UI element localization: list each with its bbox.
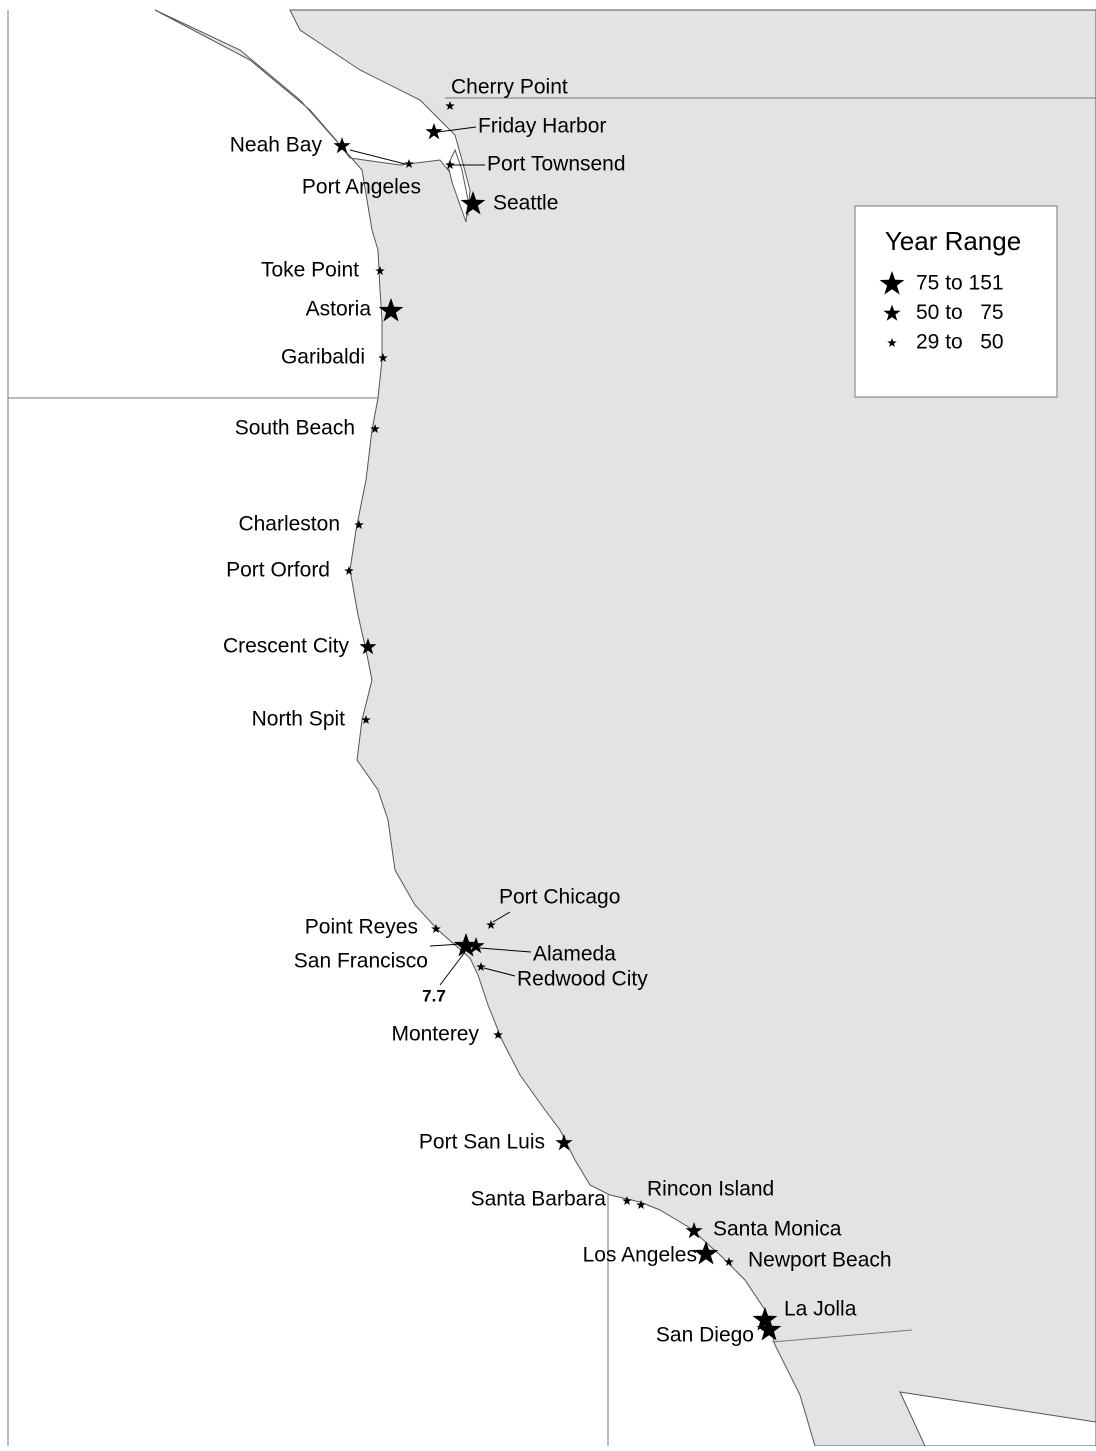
station-label: Neah Bay <box>230 134 323 157</box>
station-label: Port Angeles <box>302 176 421 199</box>
station-label: South Beach <box>235 417 355 440</box>
station-label: Charleston <box>238 513 340 536</box>
station-label: Port Townsend <box>487 153 626 176</box>
station-label: Santa Barbara <box>471 1188 607 1211</box>
station-star <box>404 159 414 168</box>
station-label: San Francisco <box>294 950 428 973</box>
leaders <box>349 126 532 986</box>
station-star <box>752 1307 778 1331</box>
station-star <box>486 920 496 929</box>
station-star <box>453 933 479 957</box>
station-label: Monterey <box>391 1023 479 1046</box>
leader <box>349 149 406 165</box>
white-triangle <box>899 1391 1096 1447</box>
station-label: Garibaldi <box>281 346 365 369</box>
legend-label: 50 to 75 <box>916 301 1004 324</box>
station-label: Port Chicago <box>499 886 620 909</box>
station-star <box>361 715 371 724</box>
leader <box>429 943 463 947</box>
station-star <box>636 1200 646 1209</box>
station-star <box>344 566 354 575</box>
station-star <box>685 1222 703 1239</box>
legend-label: 75 to 151 <box>916 272 1004 295</box>
station-label: Redwood City <box>517 968 648 991</box>
station-star <box>476 962 486 971</box>
station-label: Port Orford <box>226 559 330 582</box>
station-label: Cherry Point <box>451 76 568 99</box>
station-star <box>333 137 351 154</box>
station-label: Point Reyes <box>305 916 418 939</box>
legend-label: 29 to 50 <box>916 331 1004 354</box>
station-label: Toke Point <box>261 259 359 282</box>
station-star <box>756 1317 782 1341</box>
station-star <box>378 353 388 362</box>
station-label: Santa Monica <box>713 1218 842 1241</box>
station-label: Seattle <box>493 192 558 215</box>
station-star <box>493 1030 503 1039</box>
legend-title: Year Range <box>885 226 1021 256</box>
station-label: Alameda <box>533 943 616 966</box>
leader <box>492 911 511 923</box>
station-star <box>445 101 455 110</box>
station-label: Newport Beach <box>748 1249 892 1272</box>
station-star <box>378 298 404 322</box>
station-star <box>724 1257 734 1266</box>
station-label: La Jolla <box>784 1298 857 1321</box>
station-star <box>431 924 441 933</box>
station-label: North Spit <box>252 708 346 731</box>
station-star <box>460 191 486 215</box>
station-label: Port San Luis <box>419 1131 545 1154</box>
station-label: Crescent City <box>223 635 350 658</box>
station-label: Rincon Island <box>647 1178 774 1201</box>
station-star <box>375 266 385 275</box>
border-mexico <box>771 1329 913 1343</box>
station-star <box>354 520 364 529</box>
leader <box>479 947 532 953</box>
legend-box <box>854 205 1058 398</box>
station-star <box>555 1134 573 1151</box>
station-label: San Diego <box>656 1324 754 1347</box>
annotation: 7.7 <box>422 986 446 1005</box>
station-star <box>425 123 443 140</box>
station-star <box>467 937 485 954</box>
station-star <box>370 424 380 433</box>
station-label: Astoria <box>306 298 372 321</box>
legend-star <box>887 338 897 347</box>
leader <box>437 126 477 133</box>
legend-star <box>879 271 905 295</box>
leader <box>439 951 466 986</box>
station-star <box>445 160 455 169</box>
station-star <box>693 1241 719 1265</box>
station-star <box>359 638 377 655</box>
station-label: Friday Harbor <box>478 115 606 138</box>
station-label: Los Angeles <box>583 1244 697 1267</box>
station-star <box>622 1196 632 1205</box>
legend-star <box>883 304 901 321</box>
leader <box>483 967 516 977</box>
